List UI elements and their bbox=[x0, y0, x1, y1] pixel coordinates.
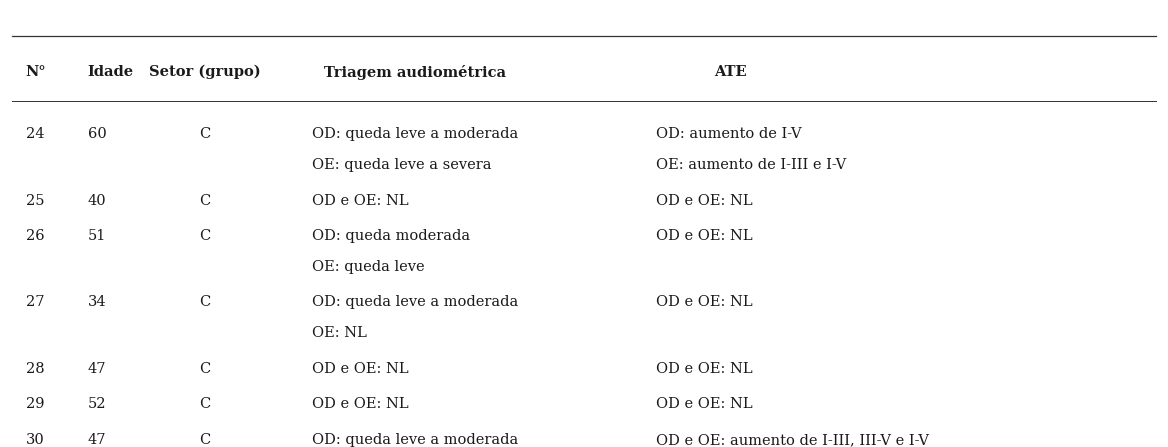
Text: OE: queda leve a severa: OE: queda leve a severa bbox=[312, 158, 492, 172]
Text: 24: 24 bbox=[26, 127, 44, 141]
Text: OE: queda leve: OE: queda leve bbox=[312, 260, 424, 274]
Text: C: C bbox=[199, 229, 210, 243]
Text: OD e OE: NL: OD e OE: NL bbox=[312, 397, 409, 411]
Text: 29: 29 bbox=[26, 397, 44, 411]
Text: Setor (grupo): Setor (grupo) bbox=[148, 65, 260, 79]
Text: OD e OE: NL: OD e OE: NL bbox=[656, 362, 753, 375]
Text: N°: N° bbox=[26, 65, 47, 79]
Text: 51: 51 bbox=[88, 229, 106, 243]
Text: OD e OE: NL: OD e OE: NL bbox=[656, 194, 753, 207]
Text: OD e OE: NL: OD e OE: NL bbox=[656, 397, 753, 411]
Text: 26: 26 bbox=[26, 229, 44, 243]
Text: C: C bbox=[199, 433, 210, 447]
Text: 47: 47 bbox=[88, 433, 106, 447]
Text: OD: queda moderada: OD: queda moderada bbox=[312, 229, 470, 243]
Text: OD: queda leve a moderada: OD: queda leve a moderada bbox=[312, 127, 519, 141]
Text: OD: aumento de I-V: OD: aumento de I-V bbox=[656, 127, 802, 141]
Text: OD: queda leve a moderada: OD: queda leve a moderada bbox=[312, 295, 519, 309]
Text: 27: 27 bbox=[26, 295, 44, 309]
Text: OD e OE: NL: OD e OE: NL bbox=[312, 362, 409, 375]
Text: C: C bbox=[199, 362, 210, 375]
Text: OD e OE: aumento de I-III, III-V e I-V: OD e OE: aumento de I-III, III-V e I-V bbox=[656, 433, 930, 447]
Text: C: C bbox=[199, 127, 210, 141]
Text: OE: aumento de I-III e I-V: OE: aumento de I-III e I-V bbox=[656, 158, 847, 172]
Text: Idade: Idade bbox=[88, 65, 133, 79]
Text: Triagem audiométrica: Triagem audiométrica bbox=[324, 65, 506, 80]
Text: 30: 30 bbox=[26, 433, 44, 447]
Text: OD e OE: NL: OD e OE: NL bbox=[312, 194, 409, 207]
Text: 47: 47 bbox=[88, 362, 106, 375]
Text: OE: NL: OE: NL bbox=[312, 326, 367, 340]
Text: C: C bbox=[199, 295, 210, 309]
Text: OD: queda leve a moderada: OD: queda leve a moderada bbox=[312, 433, 519, 447]
Text: ATE: ATE bbox=[714, 65, 746, 79]
Text: C: C bbox=[199, 194, 210, 207]
Text: C: C bbox=[199, 397, 210, 411]
Text: OD e OE: NL: OD e OE: NL bbox=[656, 295, 753, 309]
Text: 34: 34 bbox=[88, 295, 106, 309]
Text: 40: 40 bbox=[88, 194, 106, 207]
Text: 52: 52 bbox=[88, 397, 106, 411]
Text: OD e OE: NL: OD e OE: NL bbox=[656, 229, 753, 243]
Text: 28: 28 bbox=[26, 362, 44, 375]
Text: 25: 25 bbox=[26, 194, 44, 207]
Text: 60: 60 bbox=[88, 127, 106, 141]
